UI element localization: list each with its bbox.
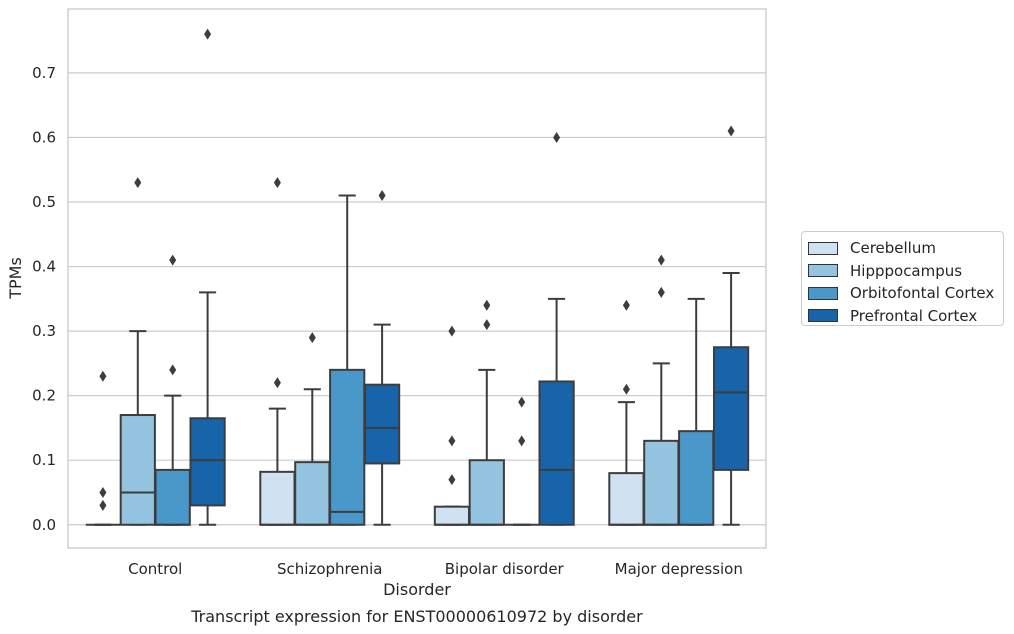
legend-swatch bbox=[808, 309, 838, 323]
outlier-point bbox=[273, 377, 281, 389]
y-tick-label: 0.2 bbox=[32, 387, 56, 405]
outlier-point bbox=[134, 177, 142, 189]
outlier-point bbox=[727, 125, 735, 137]
box-group bbox=[643, 254, 680, 526]
box bbox=[154, 468, 191, 526]
box bbox=[119, 414, 156, 526]
y-tick-labels: 0.0 0.1 0.2 0.3 0.4 0.5 0.6 0.7 bbox=[32, 64, 56, 534]
outlier-point bbox=[657, 286, 665, 298]
x-tick-label: Bipolar disorder bbox=[445, 560, 565, 578]
plot-frame bbox=[67, 8, 767, 549]
box-group bbox=[119, 177, 156, 526]
legend-label: Cerebellum bbox=[850, 239, 936, 258]
box bbox=[433, 505, 471, 526]
outlier-point bbox=[378, 190, 386, 202]
box-group bbox=[538, 131, 575, 526]
box bbox=[363, 383, 401, 465]
box bbox=[712, 346, 750, 471]
legend-item-hippocampus: Hipppocampus bbox=[808, 260, 1003, 283]
box bbox=[189, 417, 226, 507]
box-group bbox=[608, 299, 645, 526]
outlier-point bbox=[99, 486, 107, 498]
box-group bbox=[468, 299, 505, 526]
outlier-point bbox=[518, 396, 526, 408]
box bbox=[538, 380, 575, 526]
outlier-point bbox=[308, 332, 316, 344]
box-group bbox=[363, 190, 401, 526]
outlier-point bbox=[169, 254, 177, 266]
outlier-point bbox=[204, 28, 212, 40]
outlier-point bbox=[622, 383, 630, 395]
x-tick-label: Control bbox=[128, 560, 182, 578]
box-groups bbox=[85, 28, 750, 526]
box-group bbox=[189, 28, 226, 526]
box bbox=[294, 461, 331, 526]
y-tick-label: 0.5 bbox=[32, 193, 56, 211]
box bbox=[329, 368, 366, 526]
outlier-point bbox=[448, 474, 456, 486]
y-tick-label: 0.4 bbox=[32, 258, 56, 276]
box-group bbox=[504, 396, 539, 526]
outlier-point bbox=[622, 299, 630, 311]
x-tick-labels: Control Schizophrenia Bipolar disorder Majo… bbox=[128, 560, 743, 578]
legend-label: Prefrontal Cortex bbox=[850, 306, 978, 325]
x-tick-label: Major depression bbox=[615, 560, 743, 578]
x-axis-title: Disorder bbox=[383, 580, 451, 599]
outlier-point bbox=[483, 319, 491, 331]
outlier-point bbox=[99, 499, 107, 511]
outlier-point bbox=[169, 364, 177, 376]
box bbox=[608, 472, 645, 526]
box-group bbox=[433, 325, 471, 526]
outlier-point bbox=[518, 435, 526, 447]
outlier-point bbox=[99, 370, 107, 382]
box-group bbox=[154, 254, 191, 526]
box-group bbox=[85, 370, 121, 526]
outlier-point bbox=[448, 435, 456, 447]
legend-swatch bbox=[808, 286, 838, 300]
y-tick-label: 0.3 bbox=[32, 322, 56, 340]
y-tick-label: 0.6 bbox=[32, 128, 56, 146]
box-group bbox=[678, 297, 715, 526]
box-group bbox=[712, 125, 750, 526]
box bbox=[678, 430, 715, 526]
y-tick-label: 0.1 bbox=[32, 451, 56, 469]
legend-label: Orbitofontal Cortex bbox=[850, 284, 995, 303]
outlier-point bbox=[483, 299, 491, 311]
outlier-point bbox=[553, 131, 561, 143]
outlier-point bbox=[448, 325, 456, 337]
figure-caption: Transcript expression for ENST0000061097… bbox=[190, 607, 643, 626]
box bbox=[468, 459, 505, 526]
legend: Cerebellum Hipppocampus Orbitofontal Cor… bbox=[801, 231, 1004, 326]
legend-swatch bbox=[808, 241, 838, 255]
box bbox=[643, 439, 680, 526]
box bbox=[259, 470, 296, 526]
box-group bbox=[329, 194, 366, 526]
legend-item-cerebellum: Cerebellum bbox=[808, 237, 1003, 260]
legend-swatch bbox=[808, 264, 838, 278]
y-tick-label: 0.0 bbox=[32, 516, 56, 534]
x-tick-label: Schizophrenia bbox=[277, 560, 382, 578]
box-group bbox=[294, 332, 331, 526]
outlier-point bbox=[657, 254, 665, 266]
y-tick-label: 0.7 bbox=[32, 64, 56, 82]
legend-item-prefrontal-cortex: Prefrontal Cortex bbox=[808, 305, 1003, 328]
y-axis-title: TPMs bbox=[6, 257, 25, 300]
outlier-point bbox=[273, 177, 281, 189]
legend-item-orbitofrontal-cortex: Orbitofontal Cortex bbox=[808, 282, 1003, 305]
legend-label: Hipppocampus bbox=[850, 261, 963, 280]
